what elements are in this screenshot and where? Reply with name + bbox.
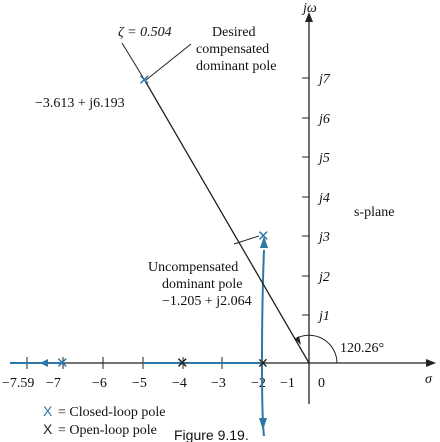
desired-label-2: compensated (196, 42, 269, 57)
uncompensated-pole-marker: ✕ (257, 228, 270, 245)
open-loop-poles: ✕ ✕ ✕ (56, 355, 269, 372)
y-ticks (302, 77, 309, 316)
y-tick-j3: j3 (317, 230, 330, 245)
real-axis-arrow-icon (426, 359, 436, 367)
y-tick-j4: j4 (317, 191, 330, 206)
closed-loop-pole-marker: ✕ (257, 355, 269, 371)
desired-leader (145, 43, 192, 81)
desired-label-1: Desired (212, 25, 256, 40)
open-loop-pole-marker: ✕ (176, 355, 189, 372)
x-tick-neg1: −1 (280, 376, 295, 391)
uncomp-label-2: dominant pole (162, 277, 243, 292)
angle-arc (294, 334, 338, 364)
x-tick-neg3: −3 (211, 376, 226, 391)
desired-value: −3.613 + j6.193 (35, 96, 125, 111)
angle-arrow-icon (295, 336, 301, 345)
legend-closed-icon: X (43, 403, 53, 419)
y-tick-j7: j7 (317, 72, 331, 87)
uncomp-value: −1.205 + j2.064 (162, 294, 252, 309)
j-omega-label: jω (301, 1, 317, 16)
x-tick-neg6: −6 (92, 376, 107, 391)
uncomp-leader (233, 235, 260, 245)
desired-pole-marker: ✕ (138, 72, 151, 89)
x-tick-neg5: −5 (132, 376, 147, 391)
angle-label: 120.26° (340, 341, 384, 356)
s-plane-label: s-plane (354, 205, 394, 220)
x-tick-neg7.59: −7.59 (2, 376, 34, 391)
locus-upper-arrow-icon (260, 236, 268, 248)
x-tick-neg2: −2 (251, 376, 266, 391)
locus-branch-lower (261, 362, 265, 437)
desired-label-3: dominant pole (196, 59, 277, 74)
locus-branch-upper (261, 249, 265, 364)
legend-closed-label: = Closed-loop pole (58, 405, 165, 420)
zeta-label: ζ = 0.504 (118, 25, 172, 40)
zeta-line (143, 78, 310, 364)
zeta-line-ext (121, 42, 145, 80)
uncomp-label-1: Uncompensated (148, 260, 238, 275)
figure-caption: Figure 9.19. (174, 427, 249, 442)
y-tick-j2: j2 (317, 270, 330, 285)
x-tick-neg4: −4 (172, 376, 187, 391)
x-tick-neg7: −7 (46, 376, 61, 391)
locus-lower-arrow-icon (259, 418, 267, 430)
legend-open-label: = Open-loop pole (58, 423, 157, 438)
open-loop-pole-marker: ✕ (56, 355, 69, 372)
y-tick-j1: j1 (317, 309, 330, 324)
y-tick-j5: j5 (317, 151, 330, 166)
locus-arrow-icon (40, 359, 48, 367)
legend-open-icon: X (43, 421, 53, 437)
y-tick-j6: j6 (317, 112, 330, 127)
sigma-label: σ (425, 372, 433, 387)
x-tick-0: 0 (318, 376, 325, 391)
imag-axis-arrow-icon (305, 12, 313, 22)
